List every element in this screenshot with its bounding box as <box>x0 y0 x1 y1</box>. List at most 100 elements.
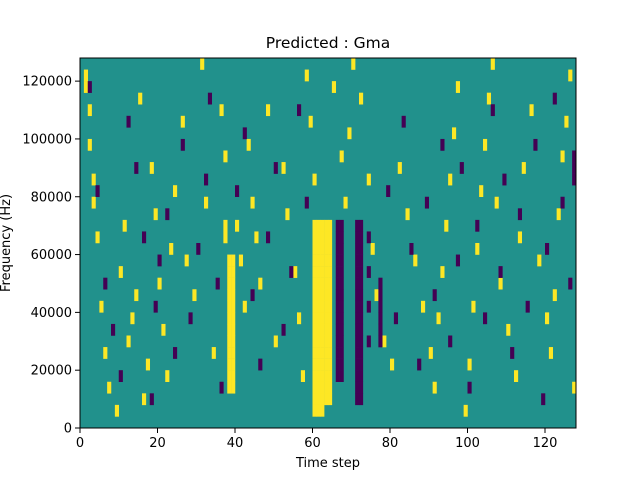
heatmap-cell-high <box>273 335 278 348</box>
heatmap-cell-low <box>273 162 278 174</box>
heatmap-cell-high <box>312 312 317 325</box>
heatmap-cell-low <box>339 370 344 382</box>
heatmap-cell-high <box>517 231 523 244</box>
heatmap-cell-high <box>397 162 402 174</box>
heatmap-cell-low <box>355 219 360 232</box>
heatmap-cell-low <box>378 323 383 336</box>
heatmap-cell-low <box>359 358 364 371</box>
heatmap-cell-high <box>316 243 321 255</box>
heatmap-cell-low <box>196 243 201 255</box>
heatmap-cell-high <box>320 231 325 244</box>
heatmap-cell-high <box>312 173 317 186</box>
heatmap-cell-low <box>335 254 340 267</box>
heatmap-cell-high <box>312 323 317 336</box>
heatmap-cell-low <box>424 196 430 209</box>
heatmap-cell-high <box>227 300 232 313</box>
heatmap-cell-high <box>413 254 418 267</box>
heatmap-cell-low <box>459 162 464 174</box>
heatmap-cell-high <box>231 312 236 325</box>
heatmap-cell-low <box>355 300 360 313</box>
heatmap-cell-low <box>335 300 340 313</box>
heatmap-cell-low <box>134 162 139 174</box>
heatmap-cell-low <box>335 289 340 302</box>
heatmap-cell-high <box>169 243 174 255</box>
heatmap-cell-low <box>510 347 515 359</box>
heatmap-cell-high <box>91 196 96 209</box>
heatmap-cell-low <box>219 381 224 394</box>
heatmap-cell-high <box>250 196 255 209</box>
heatmap-cell-high <box>227 335 232 348</box>
heatmap-cell-low <box>366 300 371 313</box>
y-axis-title: Frequency (Hz) <box>0 194 14 292</box>
heatmap-cell-high <box>312 335 317 348</box>
heatmap-cell-low <box>335 323 340 336</box>
heatmap-cell-low <box>359 266 364 278</box>
heatmap-cell-high <box>328 312 333 325</box>
heatmap-cell-high <box>126 335 131 348</box>
heatmap-cell-high <box>556 208 561 221</box>
heatmap-cell-high <box>320 393 325 406</box>
y-tick-label: 120000 <box>22 75 72 90</box>
heatmap-cell-high <box>293 266 298 278</box>
heatmap-cell-high <box>312 300 317 313</box>
heatmap-cell-high <box>231 277 236 290</box>
heatmap-cell-low <box>560 196 565 209</box>
heatmap-cell-low <box>355 289 360 302</box>
heatmap-cell-high <box>312 393 317 406</box>
heatmap-cell-low <box>339 312 344 325</box>
heatmap-cell-high <box>165 370 170 382</box>
heatmap-cell-low <box>339 335 344 348</box>
heatmap-cell-high <box>231 323 236 336</box>
heatmap-cell-high <box>87 104 92 117</box>
heatmap-cell-high <box>320 312 325 325</box>
heatmap-cell-high <box>223 231 228 244</box>
heatmap-cell-high <box>328 289 333 302</box>
heatmap-cell-high <box>572 381 577 394</box>
heatmap-cell-low <box>258 358 263 371</box>
heatmap-cell-high <box>316 393 321 406</box>
heatmap-cell-low <box>281 323 286 336</box>
heatmap-cell-low <box>355 243 360 255</box>
heatmap-cell-high <box>328 381 333 394</box>
heatmap-cell-high <box>316 381 321 394</box>
heatmap-cell-low <box>207 92 213 105</box>
heatmap-cell-high <box>312 243 317 255</box>
heatmap-cell-high <box>436 312 441 325</box>
heatmap-cell-low <box>355 254 360 267</box>
heatmap-cell-high <box>231 347 236 359</box>
low-value-cells <box>87 81 577 406</box>
heatmap-cell-high <box>324 335 329 348</box>
heatmap-cell-low <box>359 312 364 325</box>
heatmap-cell-high <box>440 266 445 278</box>
heatmap-cell-low <box>153 300 158 313</box>
heatmap-cell-low <box>335 243 340 255</box>
plot-frame <box>79 57 577 429</box>
heatmap-cell-high <box>231 370 236 382</box>
heatmap-cell-low <box>455 254 461 267</box>
heatmap-cell-high <box>328 370 333 382</box>
heatmap-cell-high <box>99 300 104 313</box>
heatmap-cell-high <box>316 358 321 371</box>
heatmap-cell-low <box>339 347 344 359</box>
heatmap-cell-low <box>432 289 437 302</box>
heatmap-cell-high <box>339 150 344 163</box>
heatmap-cell-low <box>339 219 344 232</box>
heatmap-cell-low <box>355 358 360 371</box>
heatmap-cell-low <box>359 381 364 394</box>
heatmap-cell-low <box>335 358 340 371</box>
heatmap-cell-high <box>83 81 89 93</box>
heatmap-cell-high <box>328 323 333 336</box>
heatmap-cell-low <box>359 219 364 232</box>
heatmap-cell-high <box>324 266 329 278</box>
heatmap-cell-high <box>560 150 565 163</box>
heatmap-cell-low <box>95 185 100 197</box>
heatmap-cell-high <box>227 358 232 371</box>
heatmap-cell-low <box>359 243 364 255</box>
heatmap-cell-high <box>246 138 251 151</box>
heatmap-cell-high <box>316 266 321 278</box>
heatmap-cell-high <box>312 404 317 417</box>
heatmap-cell-high <box>324 393 329 406</box>
heatmap-cell-high <box>227 370 232 382</box>
heatmap-cell-high <box>382 335 387 348</box>
